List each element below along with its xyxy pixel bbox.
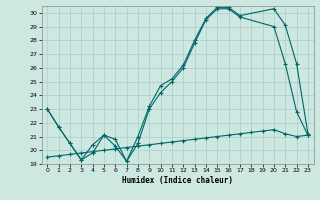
X-axis label: Humidex (Indice chaleur): Humidex (Indice chaleur) [122, 176, 233, 185]
